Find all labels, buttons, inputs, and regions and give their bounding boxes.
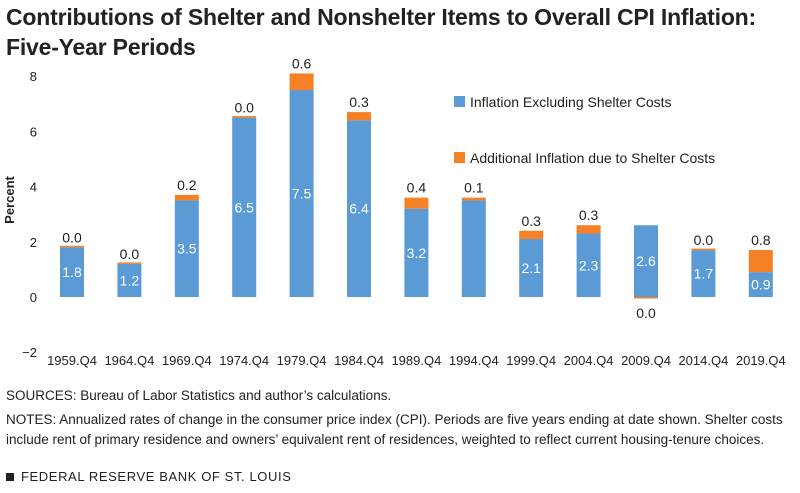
bar-label-nonshelter: 3.5 (177, 241, 197, 257)
bar-label-shelter: 0.2 (177, 177, 197, 193)
x-tick-label: 1964.Q4 (104, 353, 154, 368)
bar-series: 1.8 0.0 1.2 0.0 3.5 0.2 6.5 0.0 7.5 0.6 6.4 0.3 3.2 0… (60, 55, 773, 321)
y-tick-label: 6 (30, 124, 37, 139)
bar-nonshelter (174, 200, 199, 297)
bar-shelter (174, 194, 199, 201)
bar-shelter (404, 197, 429, 209)
bar-nonshelter (347, 120, 371, 297)
bar-label-nonshelter: 0.9 (751, 277, 771, 293)
bar-label-nonshelter: 2.1 (521, 260, 541, 276)
bar-label-nonshelter: 7.5 (292, 186, 312, 202)
bar-label-shelter: 0.3 (579, 207, 599, 223)
x-tick-label: 1979.Q4 (277, 353, 327, 368)
legend: Inflation Excluding Shelter Costs Additi… (454, 94, 715, 166)
x-tick-label: 2014.Q4 (678, 353, 728, 368)
x-axis-ticks: 1959.Q4 1964.Q4 1969.Q4 1974.Q4 1979.Q4 1984.… (47, 353, 786, 368)
bar-label-shelter: 0.6 (292, 55, 312, 71)
bar-shelter (347, 112, 371, 121)
y-tick-label: 0 (30, 290, 37, 305)
sources-text: SOURCES: Bureau of Labor Statistics and … (6, 388, 392, 403)
chart-notes: SOURCES: Bureau of Labor Statistics and … (6, 386, 796, 450)
x-tick-label: 2004.Q4 (564, 353, 614, 368)
x-tick-label: 1969.Q4 (162, 353, 212, 368)
bar-nonshelter (461, 200, 486, 297)
y-tick-label: −2 (22, 345, 37, 360)
bar-shelter (519, 230, 544, 240)
x-tick-label: 1974.Q4 (219, 353, 269, 368)
legend-label-nonshelter: Inflation Excluding Shelter Costs (470, 94, 672, 110)
footer: FEDERAL RESERVE BANK OF ST. LOUIS (6, 469, 291, 484)
bar-nonshelter (576, 233, 601, 297)
bar-shelter (576, 225, 601, 234)
bar-label-shelter: 0.1 (464, 180, 484, 196)
x-tick-label: 1999.Q4 (506, 353, 556, 368)
bar-shelter (232, 116, 257, 118)
bar-nonshelter (289, 90, 314, 297)
x-tick-label: 1984.Q4 (334, 353, 384, 368)
bar-label-shelter: 0.0 (62, 229, 82, 245)
x-tick-label: 1989.Q4 (391, 353, 441, 368)
bar-nonshelter (519, 239, 544, 297)
bar-shelter (289, 73, 314, 90)
bar-shelter (748, 250, 773, 273)
y-axis-ticks: 8 6 4 2 0 −2 (22, 69, 37, 360)
bar-nonshelter (232, 117, 257, 297)
bar-label-shelter: 0.8 (751, 232, 771, 248)
bar-shelter (60, 245, 84, 248)
x-tick-label: 1959.Q4 (47, 353, 97, 368)
bar-shelter (117, 262, 142, 264)
bar-shelter (461, 197, 486, 201)
y-tick-label: 2 (30, 235, 37, 250)
stacked-bar-chart: Percent 8 6 4 2 0 −2 1.8 0.0 1.2 0.0 3.5 0.2 6.5 0.0… (2, 55, 786, 368)
legend-swatch-nonshelter (454, 96, 465, 107)
bar-shelter (634, 297, 658, 299)
bar-label-nonshelter: 2.6 (636, 253, 656, 269)
bar-label-shelter: 0.3 (521, 213, 541, 229)
bar-label-nonshelter: 3.2 (407, 245, 427, 261)
bar-label-shelter: 0.0 (120, 246, 140, 262)
bar-nonshelter (634, 225, 658, 297)
chart-title-line-1: Contributions of Shelter and Nonshelter … (6, 4, 756, 30)
bar-label-shelter: 0.0 (636, 305, 656, 321)
bar-label-nonshelter: 1.2 (120, 272, 140, 288)
notes-text: NOTES: Annualized rates of change in the… (6, 412, 783, 447)
bar-label-nonshelter: 1.7 (694, 266, 714, 282)
chart-title: Contributions of Shelter and Nonshelter … (6, 2, 796, 62)
x-tick-label: 2019.Q4 (736, 353, 786, 368)
bar-label-nonshelter: 6.4 (349, 201, 369, 217)
x-tick-label: 1994.Q4 (449, 353, 499, 368)
bar-label-shelter: 0.4 (407, 180, 427, 196)
bar-label-nonshelter: 1.8 (62, 264, 82, 280)
y-tick-label: 4 (30, 180, 37, 195)
bar-shelter (691, 248, 716, 251)
bar-label-shelter: 0.0 (694, 232, 714, 248)
legend-swatch-shelter (454, 152, 465, 163)
bar-label-shelter: 0.0 (234, 100, 254, 116)
bar-label-shelter: 0.3 (349, 94, 369, 110)
footer-square-icon (6, 472, 14, 481)
bar-nonshelter (691, 250, 716, 297)
footer-text: FEDERAL RESERVE BANK OF ST. LOUIS (21, 469, 292, 484)
bar-nonshelter (117, 263, 142, 297)
x-tick-label: 2009.Q4 (621, 353, 671, 368)
bar-label-nonshelter: 6.5 (234, 199, 254, 215)
bar-nonshelter (404, 208, 429, 297)
bar-nonshelter (60, 247, 84, 297)
y-tick-label: 8 (30, 69, 37, 84)
legend-label-shelter: Additional Inflation due to Shelter Cost… (470, 150, 715, 166)
bar-label-nonshelter: 2.3 (579, 257, 599, 273)
bar-nonshelter (748, 272, 773, 297)
y-axis-label: Percent (2, 175, 17, 223)
chart-title-line-2: Five-Year Periods (6, 34, 196, 60)
